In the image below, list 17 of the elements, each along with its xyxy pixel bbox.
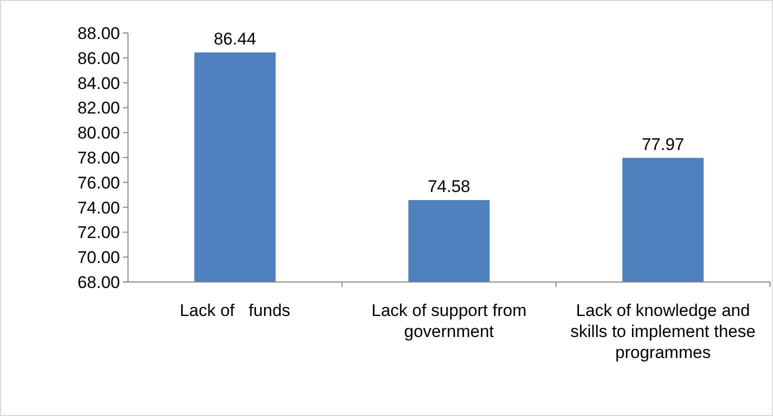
y-tick-label: 86.00 xyxy=(77,48,120,68)
x-tick-label: Lack of support from government xyxy=(372,301,526,341)
x-tick-label: Lack of funds xyxy=(180,301,290,320)
y-tick-label: 84.00 xyxy=(77,74,120,93)
data-label: 86.44 xyxy=(214,29,256,48)
y-tick-label: 76.00 xyxy=(77,173,120,192)
y-tick-label: 80.00 xyxy=(77,124,120,143)
x-tick-label: Lack of knowledge and skills to implement these programmes xyxy=(570,301,756,362)
y-tick-label: 74.00 xyxy=(77,198,120,218)
y-tick-label: 88.00 xyxy=(77,24,120,43)
y-tick-label: 78.00 xyxy=(77,148,120,168)
y-tick-label: 72.00 xyxy=(77,223,120,242)
y-tick-label: 70.00 xyxy=(77,248,120,268)
y-tick-label: 68.00 xyxy=(77,272,120,292)
y-tick-label: 82.00 xyxy=(77,98,120,118)
data-label: 74.58 xyxy=(428,177,470,196)
data-label: 77.97 xyxy=(642,134,684,154)
